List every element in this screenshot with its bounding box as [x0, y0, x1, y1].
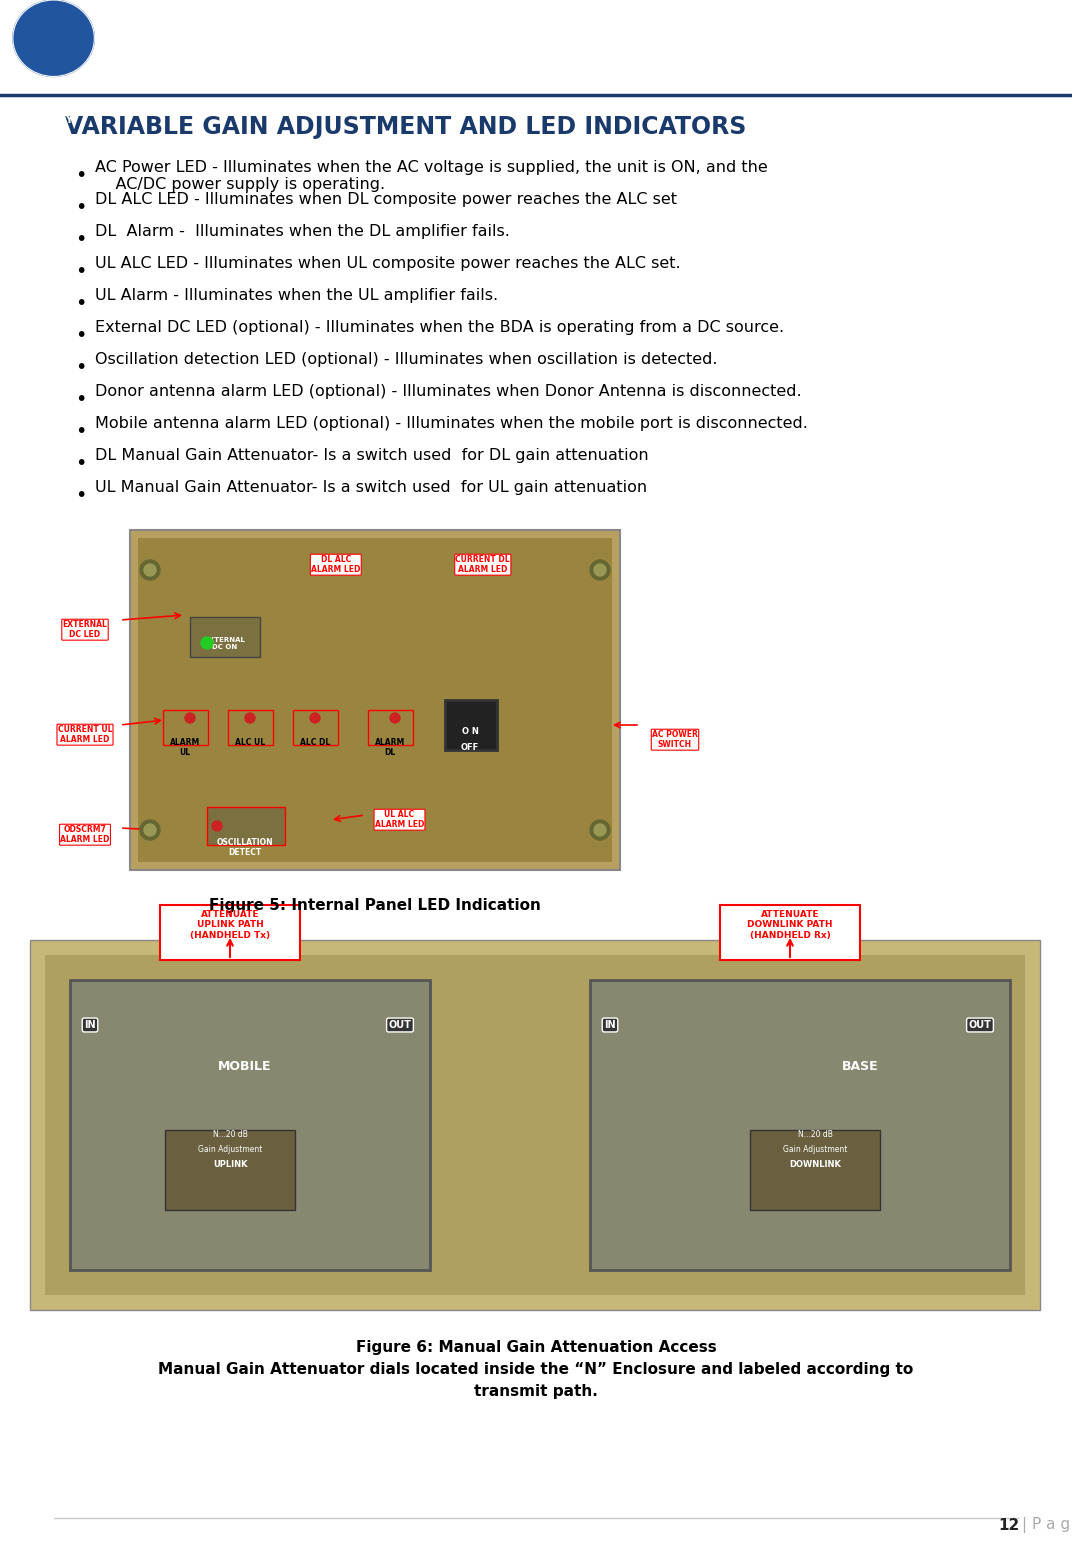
Text: DL Manual Gain Attenuator- Is a switch used  for DL gain attenuation: DL Manual Gain Attenuator- Is a switch u… [95, 447, 649, 463]
Text: OSCILLATION
DETECT: OSCILLATION DETECT [217, 837, 273, 858]
Text: AC Power LED - Illuminates when the AC voltage is supplied, the unit is ON, and : AC Power LED - Illuminates when the AC v… [95, 159, 768, 192]
Text: External DC LED (optional) - Illuminates when the BDA is operating from a DC sou: External DC LED (optional) - Illuminates… [95, 320, 784, 334]
Circle shape [13, 0, 94, 76]
Text: O N: O N [462, 728, 478, 735]
Text: N...20 dB: N...20 dB [798, 1130, 833, 1139]
Circle shape [590, 820, 610, 841]
Text: BASE: BASE [842, 1060, 878, 1073]
Text: Manual Gain Attenuator dials located inside the “N” Enclosure and labeled accord: Manual Gain Attenuator dials located ins… [159, 1362, 913, 1378]
Bar [228, 711, 273, 745]
Text: G-WAY: G-WAY [33, 115, 74, 125]
Text: •: • [75, 327, 87, 345]
Text: Mobile antenna alarm LED (optional) - Illuminates when the mobile port is discon: Mobile antenna alarm LED (optional) - Il… [95, 416, 808, 430]
Bar [293, 711, 338, 745]
Circle shape [390, 714, 400, 723]
Text: •: • [75, 262, 87, 282]
Circle shape [590, 560, 610, 580]
Text: •: • [75, 198, 87, 217]
Text: Figure 5: Internal Panel LED Indication: Figure 5: Internal Panel LED Indication [209, 898, 541, 913]
Text: VARIABLE GAIN ADJUSTMENT AND LED INDICATORS: VARIABLE GAIN ADJUSTMENT AND LED INDICAT… [65, 115, 746, 139]
Bar [138, 539, 612, 862]
Bar [590, 980, 1010, 1269]
Text: CURRENT DL
ALARM LED: CURRENT DL ALARM LED [456, 556, 510, 574]
Text: IN: IN [85, 1020, 95, 1029]
Text: UL ALC
ALARM LED: UL ALC ALARM LED [375, 810, 425, 830]
Circle shape [202, 636, 213, 649]
Bar [30, 940, 1040, 1310]
Text: Gain Adjustment: Gain Adjustment [783, 1146, 847, 1153]
Text: OUT: OUT [969, 1020, 992, 1029]
Text: MICROWAVE: MICROWAVE [29, 146, 78, 152]
Bar [165, 1130, 295, 1211]
Text: OFF: OFF [461, 743, 479, 752]
Text: ALARM
DL: ALARM DL [375, 738, 405, 757]
Text: DOWNLINK: DOWNLINK [789, 1159, 840, 1169]
Bar [70, 980, 430, 1269]
Circle shape [140, 820, 160, 841]
Text: OUT: OUT [388, 1020, 412, 1029]
Bar [130, 529, 620, 870]
Circle shape [144, 824, 157, 836]
Text: Donor antenna alarm LED (optional) - Illuminates when Donor Antenna is disconnec: Donor antenna alarm LED (optional) - Ill… [95, 384, 802, 399]
Text: MOBILE: MOBILE [219, 1060, 271, 1073]
Text: •: • [75, 231, 87, 249]
Text: 12: 12 [999, 1519, 1019, 1533]
Circle shape [310, 714, 321, 723]
Text: •: • [75, 486, 87, 505]
Circle shape [185, 714, 195, 723]
Bar [368, 711, 413, 745]
Bar [445, 700, 497, 749]
Text: •: • [75, 454, 87, 474]
Bar [750, 1130, 880, 1211]
Text: DL ALC LED - Illuminates when DL composite power reaches the ALC set: DL ALC LED - Illuminates when DL composi… [95, 192, 678, 207]
Text: UPLINK: UPLINK [212, 1159, 248, 1169]
Text: ALARM
UL: ALARM UL [169, 738, 200, 757]
Bar [720, 906, 860, 960]
Text: ODSCRM7
ALARM LED: ODSCRM7 ALARM LED [60, 825, 109, 844]
Text: •: • [75, 358, 87, 378]
Text: •: • [75, 294, 87, 313]
Text: •: • [75, 390, 87, 409]
Text: UL ALC LED - Illuminates when UL composite power reaches the ALC set.: UL ALC LED - Illuminates when UL composi… [95, 255, 681, 271]
Text: ALC UL: ALC UL [235, 738, 265, 748]
Text: DL  Alarm -  Illuminates when the DL amplifier fails.: DL Alarm - Illuminates when the DL ampli… [95, 224, 510, 238]
Text: Figure 6: Manual Gain Attenuation Access: Figure 6: Manual Gain Attenuation Access [356, 1341, 716, 1354]
Text: UL Alarm - Illuminates when the UL amplifier fails.: UL Alarm - Illuminates when the UL ampli… [95, 288, 498, 303]
Text: DL ALC
ALARM LED: DL ALC ALARM LED [311, 556, 360, 574]
Bar [160, 906, 300, 960]
Circle shape [140, 560, 160, 580]
Text: •: • [75, 423, 87, 441]
Text: UL Manual Gain Attenuator- Is a switch used  for UL gain attenuation: UL Manual Gain Attenuator- Is a switch u… [95, 480, 647, 495]
Text: Gain Adjustment: Gain Adjustment [198, 1146, 263, 1153]
Text: •: • [75, 166, 87, 186]
Text: ATTENUATE
UPLINK PATH
(HANDHELD Tx): ATTENUATE UPLINK PATH (HANDHELD Tx) [190, 910, 270, 940]
Text: CURRENT UL
ALARM LED: CURRENT UL ALARM LED [58, 724, 113, 745]
Text: EXTERNAL
DC LED: EXTERNAL DC LED [62, 621, 107, 639]
Text: ALC DL: ALC DL [300, 738, 330, 748]
Text: IN: IN [605, 1020, 615, 1029]
Circle shape [594, 824, 606, 836]
Bar [207, 807, 285, 845]
Text: EXTERNAL
DC ON: EXTERNAL DC ON [205, 636, 245, 650]
Bar [190, 618, 260, 656]
Text: ATTENUATE
DOWNLINK PATH
(HANDHELD Rx): ATTENUATE DOWNLINK PATH (HANDHELD Rx) [747, 910, 833, 940]
Circle shape [144, 563, 157, 576]
Circle shape [594, 563, 606, 576]
Text: N...20 dB: N...20 dB [212, 1130, 248, 1139]
Bar [163, 711, 208, 745]
Circle shape [245, 714, 255, 723]
Text: transmit path.: transmit path. [474, 1384, 598, 1399]
Text: Oscillation detection LED (optional) - Illuminates when oscillation is detected.: Oscillation detection LED (optional) - I… [95, 351, 717, 367]
Circle shape [212, 820, 222, 831]
Text: | P a g e: | P a g e [1022, 1517, 1072, 1533]
Text: AC POWER
SWITCH: AC POWER SWITCH [652, 731, 698, 749]
Bar [45, 955, 1025, 1296]
